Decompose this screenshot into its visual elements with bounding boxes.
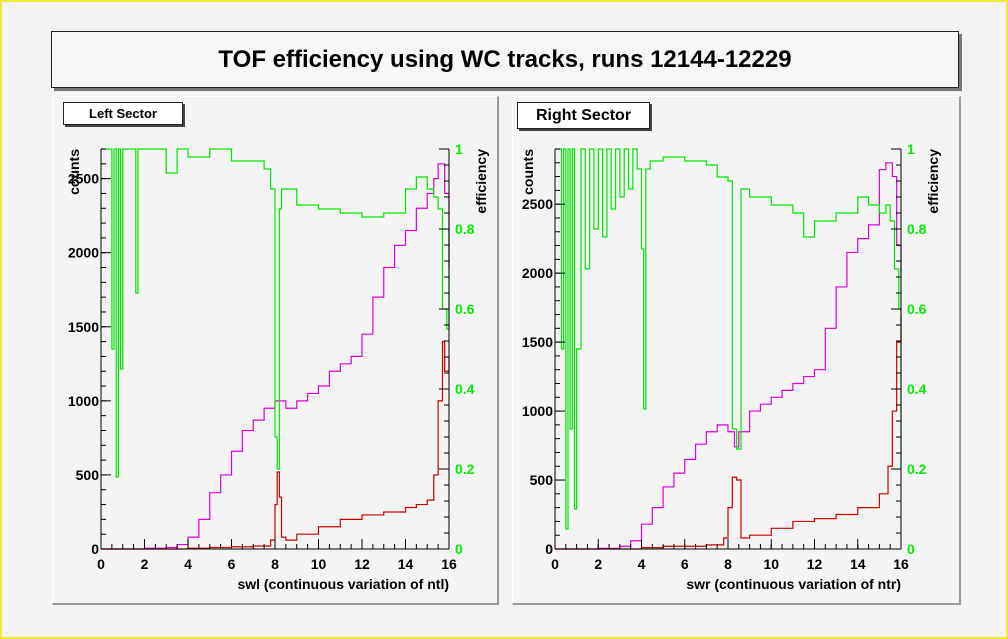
left-x-tick-label: 6 (228, 556, 236, 572)
right-x-tick-label: 4 (638, 556, 646, 572)
left-y2-tick-label: 0 (455, 541, 463, 557)
left-x-tick-label: 16 (441, 556, 457, 572)
right-y-tick-label: 2500 (522, 196, 553, 212)
right-x-axis-label: swr (continuous variation of ntr) (686, 576, 901, 592)
right-x-tick-label: 2 (594, 556, 602, 572)
left-y-tick-label: 1500 (68, 319, 99, 335)
left-y2-tick-label: 0.4 (455, 381, 475, 397)
right-x-tick-label: 6 (681, 556, 689, 572)
right-x-tick-label: 0 (551, 556, 559, 572)
left-sector-label: Left Sector (63, 102, 183, 125)
right-y-tick-label: 1000 (522, 403, 553, 419)
right-y2-tick-label: 0.4 (907, 381, 927, 397)
left-x-tick-label: 2 (141, 556, 149, 572)
right-y2-tick-label: 1 (907, 141, 915, 157)
right-y-axis-label: counts (520, 149, 536, 195)
right-y2-axis-label: efficiency (925, 149, 941, 214)
right-plot-area (555, 149, 901, 549)
right-y-tick-label: 0 (545, 541, 553, 557)
right-sector-label: Right Sector (517, 102, 650, 129)
right-efficiency-series (555, 148, 902, 530)
right-y2-tick-label: 0 (907, 541, 915, 557)
right-y-tick-label: 2000 (522, 265, 553, 281)
left-y-tick-label: 1000 (68, 393, 99, 409)
left-x-axis-label: swl (continuous variation of ntl) (237, 576, 449, 592)
left-y-tick-label: 0 (91, 541, 99, 557)
left-y-tick-label: 2000 (68, 245, 99, 261)
right-y2-tick-label: 0.8 (907, 221, 927, 237)
left-y2-tick-label: 0.6 (455, 301, 475, 317)
left-y-axis-label: counts (66, 149, 82, 195)
left-y2-axis-label: efficiency (473, 149, 489, 214)
left-x-tick-label: 4 (184, 556, 192, 572)
left-x-tick-label: 12 (354, 556, 370, 572)
left-y2-tick-label: 1 (455, 141, 463, 157)
right-y2-tick-label: 0.2 (907, 461, 927, 477)
left-x-tick-label: 14 (398, 556, 414, 572)
left-x-tick-label: 0 (97, 556, 105, 572)
left-x-tick-label: 10 (311, 556, 327, 572)
left-y2-tick-label: 0.8 (455, 221, 475, 237)
right-counts_all-series (555, 162, 902, 550)
left-efficiency-series (101, 148, 450, 478)
page-title: TOF efficiency using WC tracks, runs 121… (51, 31, 959, 88)
right-x-tick-label: 14 (850, 556, 866, 572)
right-y-tick-label: 1500 (522, 334, 553, 350)
right-x-tick-label: 8 (724, 556, 732, 572)
left-y-tick-label: 2500 (68, 171, 99, 187)
left-y-tick-label: 500 (76, 467, 100, 483)
right-y2-tick-label: 0.6 (907, 301, 927, 317)
right-x-tick-label: 12 (807, 556, 823, 572)
right-x-tick-label: 10 (763, 556, 779, 572)
right-y-tick-label: 500 (530, 472, 554, 488)
left-y2-tick-label: 0.2 (455, 461, 475, 477)
right-x-tick-label: 16 (893, 556, 909, 572)
left-counts_all-series (101, 163, 450, 550)
left-x-tick-label: 8 (271, 556, 279, 572)
